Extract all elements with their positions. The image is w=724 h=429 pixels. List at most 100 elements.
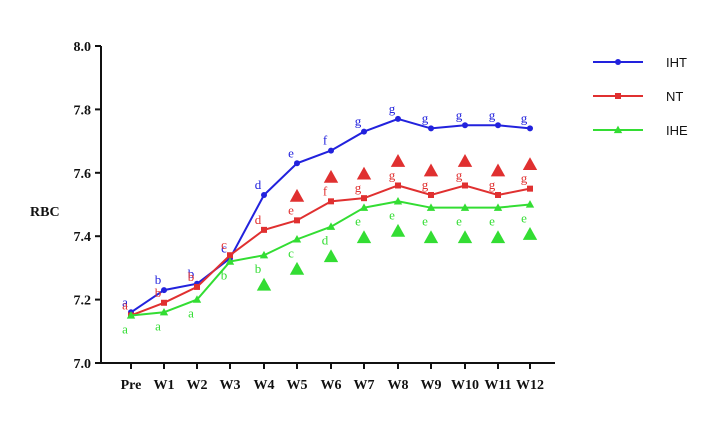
significance-letter: e [456, 214, 462, 229]
significance-marker [289, 261, 305, 275]
data-point [161, 287, 167, 294]
legend-marker [615, 93, 621, 99]
data-point [227, 252, 233, 259]
significance-marker [522, 157, 538, 171]
y-tick-label: 7.6 [74, 167, 92, 182]
axes: 7.0 7.2 7.4 7.6 7.8 8.0 Pre W1 W2 W3 W4 W5 W6 W7 W8 W9 W… [30, 40, 555, 393]
significance-letter: g [355, 114, 362, 129]
significance-letter: g [355, 180, 362, 195]
data-point [428, 191, 434, 198]
legend-label: IHE [666, 123, 688, 138]
significance-letter: b [221, 268, 228, 283]
data-point [493, 203, 503, 211]
data-point [395, 115, 401, 122]
data-point [194, 283, 200, 290]
significance-letter: b [188, 266, 195, 281]
significance-marker [457, 230, 473, 244]
y-tick-label: 8.0 [74, 40, 92, 55]
significance-letter: b [155, 272, 162, 287]
data-point [192, 295, 202, 303]
x-tick-label: W2 [187, 378, 208, 393]
data-point [126, 311, 136, 319]
x-tick-label: W8 [388, 378, 409, 393]
data-point [428, 125, 434, 132]
significance-marker [323, 249, 339, 263]
significance-letter: g [521, 171, 528, 186]
significance-letter: c [221, 237, 227, 252]
significance-letter: d [255, 212, 262, 227]
data-point [359, 203, 369, 211]
data-point [159, 307, 169, 316]
x-tick-label: W7 [354, 378, 375, 393]
significance-marker [390, 223, 406, 237]
y-tick-label: 7.8 [74, 103, 92, 118]
data-point [460, 203, 470, 211]
significance-marker [457, 154, 473, 167]
significance-letter: e [422, 214, 428, 229]
significance-letter: a [122, 297, 128, 312]
data-point [495, 122, 501, 129]
x-tick-label: W5 [287, 378, 308, 393]
data-point [259, 250, 269, 259]
data-point [361, 195, 367, 202]
legend-item-ihe: IHE [593, 123, 688, 138]
significance-letter: e [521, 211, 527, 226]
data-point [527, 125, 533, 132]
legend-marker [615, 59, 621, 65]
data-point [361, 128, 367, 135]
data-point [225, 257, 235, 265]
y-tick-label: 7.0 [74, 357, 92, 372]
significance-letter: c [221, 240, 227, 255]
significance-marker [522, 227, 538, 240]
significance-letter: e [489, 214, 495, 229]
x-tick-label: Pre [121, 378, 142, 393]
data-point [395, 182, 401, 189]
legend-item-iht: IHT [593, 55, 687, 70]
significance-letter: a [122, 294, 128, 309]
significance-marker [256, 277, 272, 291]
significance-letter: g [422, 177, 429, 192]
data-point [495, 191, 501, 198]
significance-letter: g [456, 107, 463, 122]
x-tick-label: W6 [321, 378, 342, 393]
legend: IHT NT IHE [593, 55, 688, 138]
legend-marker [613, 125, 623, 134]
data-point [462, 182, 468, 189]
data-point [462, 122, 468, 129]
data-point [294, 160, 300, 167]
data-point [294, 217, 300, 224]
significance-marker [356, 166, 372, 180]
significance-letter: g [389, 101, 396, 116]
significance-letter: e [389, 207, 395, 222]
x-tick-label: W4 [254, 378, 275, 393]
data-point [261, 226, 267, 233]
y-tick-label: 7.2 [74, 294, 92, 309]
significance-letter: b [155, 285, 162, 300]
significance-letter: d [322, 233, 329, 248]
significance-letter: b [188, 269, 195, 284]
x-tick-label: W11 [484, 378, 511, 393]
significance-marker [289, 188, 305, 202]
data-point [161, 299, 167, 306]
significance-letter: d [255, 177, 262, 192]
significance-letter: g [521, 110, 528, 125]
significance-marker [490, 230, 506, 244]
significance-letter: g [489, 107, 496, 122]
significance-letter: e [288, 202, 294, 217]
data-point [426, 203, 436, 211]
significance-marker [323, 169, 339, 183]
significance-letter: a [188, 306, 194, 321]
significance-letter: g [422, 110, 429, 125]
legend-item-nt: NT [593, 89, 683, 104]
y-tick-label: 7.4 [74, 230, 92, 245]
x-tick-label: W1 [154, 378, 175, 393]
significance-letter: a [155, 318, 161, 333]
significance-marker [390, 154, 406, 167]
significance-letter: e [288, 145, 294, 160]
significance-letter: g [489, 177, 496, 192]
